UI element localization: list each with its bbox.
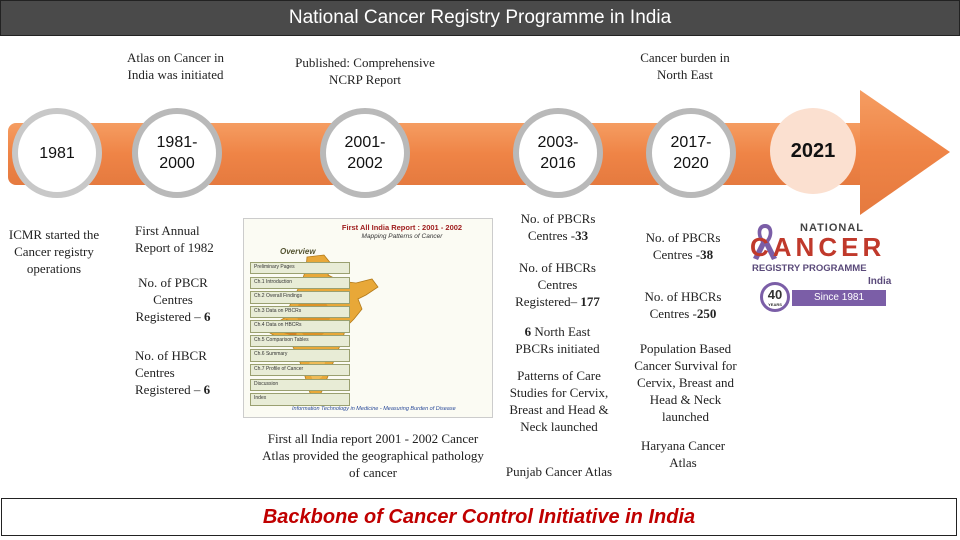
patterns-of-care-text: Patterns of Care Studies for Cervix, Bre… (509, 368, 609, 434)
logo-national: NATIONAL (800, 222, 865, 234)
first-annual-report-text: First Annual Report of 1982 (135, 223, 214, 255)
pbcrs-38-text: No. of PBCRs Centres -38 (645, 230, 721, 262)
logo-registry: REGISTRY PROGRAMME (752, 263, 867, 274)
report-menu-item: Ch.4 Data on HBCRs (250, 320, 350, 333)
published-ncrp-text: Published: Comprehensive NCRP Report (295, 55, 435, 87)
atlas-initiated-text: Atlas on Cancer in India was initiated (126, 50, 225, 82)
report-menu-item: Ch.2 Overall Findings (250, 291, 350, 304)
report-menu-item: Index (250, 393, 350, 406)
footer-banner: Backbone of Cancer Control Initiative in… (1, 498, 957, 536)
milestone-2003-2016: 2003- 2016 (513, 108, 603, 198)
report-menu-list: Preliminary Pages Ch.1 Introduction Ch.2… (250, 262, 350, 408)
report-menu-item: Ch.3 Data on PBCRs (250, 305, 350, 319)
logo-india: India (868, 276, 892, 287)
hbcrs-177-text: No. of HBCRs Centres Registered– 177 (515, 260, 600, 309)
milestone-2001-2002: 2001- 2002 (320, 108, 410, 198)
ribbon-icon (753, 224, 777, 260)
logo-40-badge: 40 YEARS (760, 282, 790, 312)
pbcr-registered-text: No. of PBCR Centres Registered – 6 (135, 275, 211, 324)
report-overview: Overview (280, 247, 316, 256)
hbcrs-250-text: No. of HBCRs Centres -250 (644, 289, 722, 321)
milestone-2021: 2021 (770, 108, 856, 194)
cancer-burden-ne-text: Cancer burden in North East (640, 50, 730, 82)
report-menu-item: Ch.7 Profile of Cancer (250, 364, 350, 377)
milestone-1981-2000: 1981- 2000 (132, 108, 222, 198)
haryana-atlas-text: Haryana Cancer Atlas (640, 438, 726, 470)
north-east-pbcrs-text: 6 North East PBCRs initiated (515, 324, 600, 356)
first-all-india-report-text: First all India report 2001 - 2002 Cance… (262, 431, 484, 480)
milestone-2017-2020: 2017- 2020 (646, 108, 736, 198)
milestone-1981: 1981 (12, 108, 102, 198)
report-menu-item: Ch.6 Summary (250, 349, 350, 362)
report-header: First All India Report : 2001 - 2002 (341, 223, 463, 232)
page-title: National Cancer Registry Programme in In… (0, 0, 960, 36)
timeline-arrow-head (860, 90, 950, 215)
report-caption: Information Technology in Medicine - Mea… (292, 406, 456, 412)
report-menu-item: Ch.5 Comparison Tables (250, 334, 350, 348)
ncrp-logo: NATIONAL CANCER REGISTRY PROGRAMME India… (748, 220, 893, 312)
hbcr-registered-text: No. of HBCR Centres Registered – 6 (135, 348, 211, 397)
survival-study-text: Population Based Cancer Survival for Cer… (634, 341, 737, 424)
pbcrs-33-text: No. of PBCRs Centres -33 (520, 211, 596, 243)
report-menu-item: Preliminary Pages (250, 262, 350, 275)
logo-since-banner: Since 1981 (792, 290, 886, 306)
punjab-atlas-text: Punjab Cancer Atlas (505, 464, 613, 479)
report-subheader: Mapping Patterns of Cancer (361, 233, 443, 240)
report-menu-item: Discussion (250, 378, 350, 392)
logo-cancer: CANCER (750, 232, 886, 262)
report-menu-item: Ch.1 Introduction (250, 276, 350, 289)
icmr-started-text: ICMR started the Cancer registry operati… (8, 227, 100, 276)
